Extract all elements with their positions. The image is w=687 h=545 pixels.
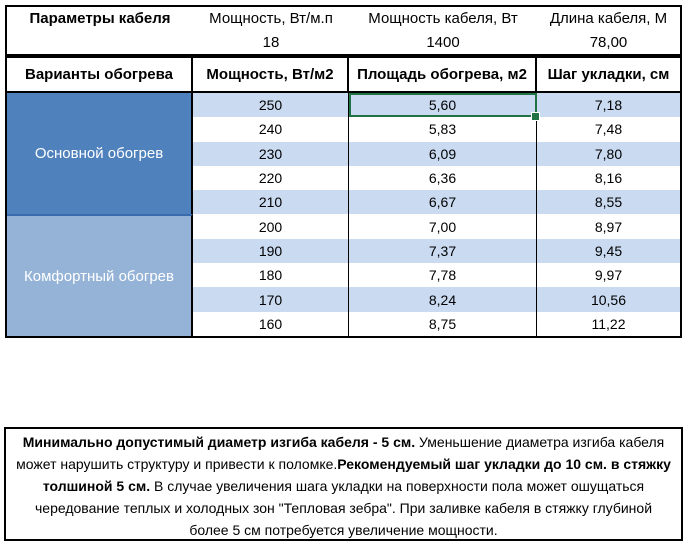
- table-cell[interactable]: 6,09: [349, 141, 537, 166]
- table-cell[interactable]: 190: [193, 238, 349, 264]
- cable-length-label[interactable]: Длина кабеля, М: [549, 10, 668, 28]
- header-power-density[interactable]: Мощность, Вт/м2: [193, 58, 349, 91]
- table-cell[interactable]: 200: [193, 214, 349, 239]
- group-label-comfort-heating[interactable]: Комфортный обогрев: [7, 214, 193, 336]
- header-heating-variants[interactable]: Варианты обогрева: [7, 58, 193, 91]
- table-cell[interactable]: 9,45: [537, 238, 680, 264]
- table-cell[interactable]: 250: [193, 93, 349, 118]
- table-cell[interactable]: 6,36: [349, 165, 537, 191]
- power-per-meter-value[interactable]: 18: [262, 33, 280, 51]
- table-cell[interactable]: 160: [193, 311, 349, 336]
- note-segment-3: В случае увеличения шага укладки на пове…: [34, 478, 653, 538]
- empty-cell[interactable]: [7, 31, 193, 55]
- table-cell[interactable]: 6,67: [349, 190, 537, 215]
- table-cell[interactable]: 9,97: [537, 263, 680, 288]
- power-per-meter-label[interactable]: Мощность, Вт/м.п: [209, 10, 333, 28]
- table-cell[interactable]: 220: [193, 165, 349, 191]
- table-cell[interactable]: 7,37: [349, 238, 537, 264]
- cable-power-value[interactable]: 1400: [426, 33, 460, 51]
- table-cell[interactable]: 230: [193, 141, 349, 166]
- table-cell[interactable]: 8,55: [537, 190, 680, 215]
- table-header-row: Варианты обогрева Мощность, Вт/м2 Площад…: [5, 56, 682, 93]
- data-table: Основной обогрев 250 5,60 7,18 240 5,83 7,48 23…: [5, 93, 682, 338]
- cable-parameters-block: Параметры кабеля Мощность, Вт/м.п Мощнос…: [5, 5, 682, 56]
- note-block: Минимально допустимый диаметр изгиба каб…: [4, 427, 683, 541]
- table-cell[interactable]: 7,00: [349, 214, 537, 239]
- note-segment-2: Рекомендуемый шаг укладки до 10 см. в ст…: [42, 456, 671, 494]
- table-cell[interactable]: 8,16: [537, 165, 680, 191]
- table-cell[interactable]: 180: [193, 263, 349, 288]
- cable-length-value[interactable]: 78,00: [589, 33, 628, 51]
- header-heating-area[interactable]: Площадь обогрева, м2: [349, 58, 537, 91]
- cable-power-label[interactable]: Мощность кабеля, Вт: [368, 10, 518, 28]
- table-cell[interactable]: 7,48: [537, 117, 680, 142]
- table-cell[interactable]: 7,80: [537, 141, 680, 166]
- table-cell[interactable]: 11,22: [537, 311, 680, 336]
- note-segment-1: Уменьшение диаметра изгиба кабеля может …: [16, 434, 665, 472]
- note-segment-0: Минимально допустимый диаметр изгиба каб…: [22, 434, 416, 450]
- table-cell[interactable]: 7,78: [349, 263, 537, 288]
- table-cell[interactable]: 10,56: [537, 287, 680, 312]
- selected-cell[interactable]: 5,60: [349, 93, 540, 122]
- table-cell[interactable]: 8,75: [349, 311, 537, 336]
- table-cell[interactable]: 8,97: [537, 214, 680, 239]
- table-cell[interactable]: 240: [193, 117, 349, 142]
- table-cell[interactable]: 8,24: [349, 287, 537, 312]
- table-cell[interactable]: 170: [193, 287, 349, 312]
- header-laying-step[interactable]: Шаг укладки, см: [547, 66, 670, 83]
- table-cell[interactable]: 7,18: [537, 93, 680, 118]
- group-label-main-heating[interactable]: Основной обогрев: [7, 93, 193, 215]
- table-cell[interactable]: 210: [193, 190, 349, 215]
- cable-parameters-title[interactable]: Параметры кабеля: [29, 10, 171, 28]
- selection-fill-handle[interactable]: [531, 112, 540, 122]
- table-cell[interactable]: 5,83: [349, 117, 537, 142]
